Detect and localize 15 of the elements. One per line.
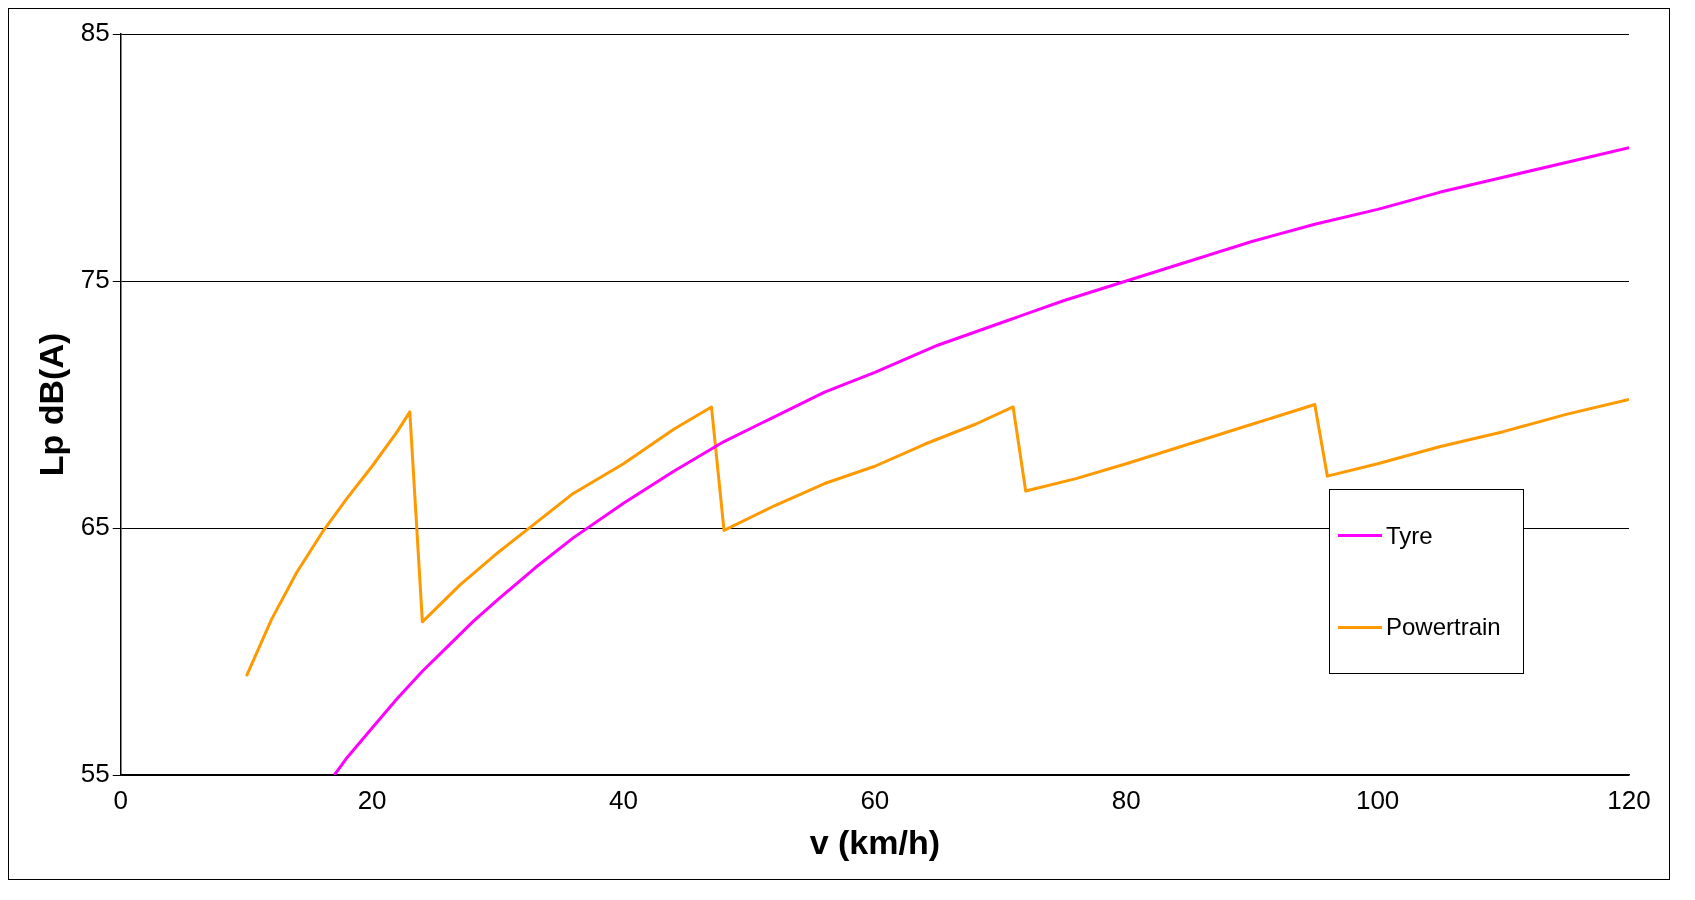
y-tick-label: 55 xyxy=(80,758,110,789)
y-tick-label: 65 xyxy=(80,511,110,542)
legend-label: Powertrain xyxy=(1386,613,1501,642)
x-tick-label: 80 xyxy=(1111,784,1141,815)
x-tick-label: 20 xyxy=(357,784,387,815)
y-tick-label: 75 xyxy=(80,264,110,295)
y-tick-label: 85 xyxy=(80,17,110,48)
x-tick-label: 100 xyxy=(1355,784,1400,815)
x-tick-label: 120 xyxy=(1607,784,1651,815)
x-tick-label: 0 xyxy=(113,784,128,815)
x-tick-label: 60 xyxy=(860,784,890,815)
x-tick-label: 40 xyxy=(609,784,638,815)
x-axis-title: v (km/h) xyxy=(809,822,941,861)
legend-label: Tyre xyxy=(1386,521,1433,550)
y-axis-title: Lp dB(A) xyxy=(31,332,70,477)
